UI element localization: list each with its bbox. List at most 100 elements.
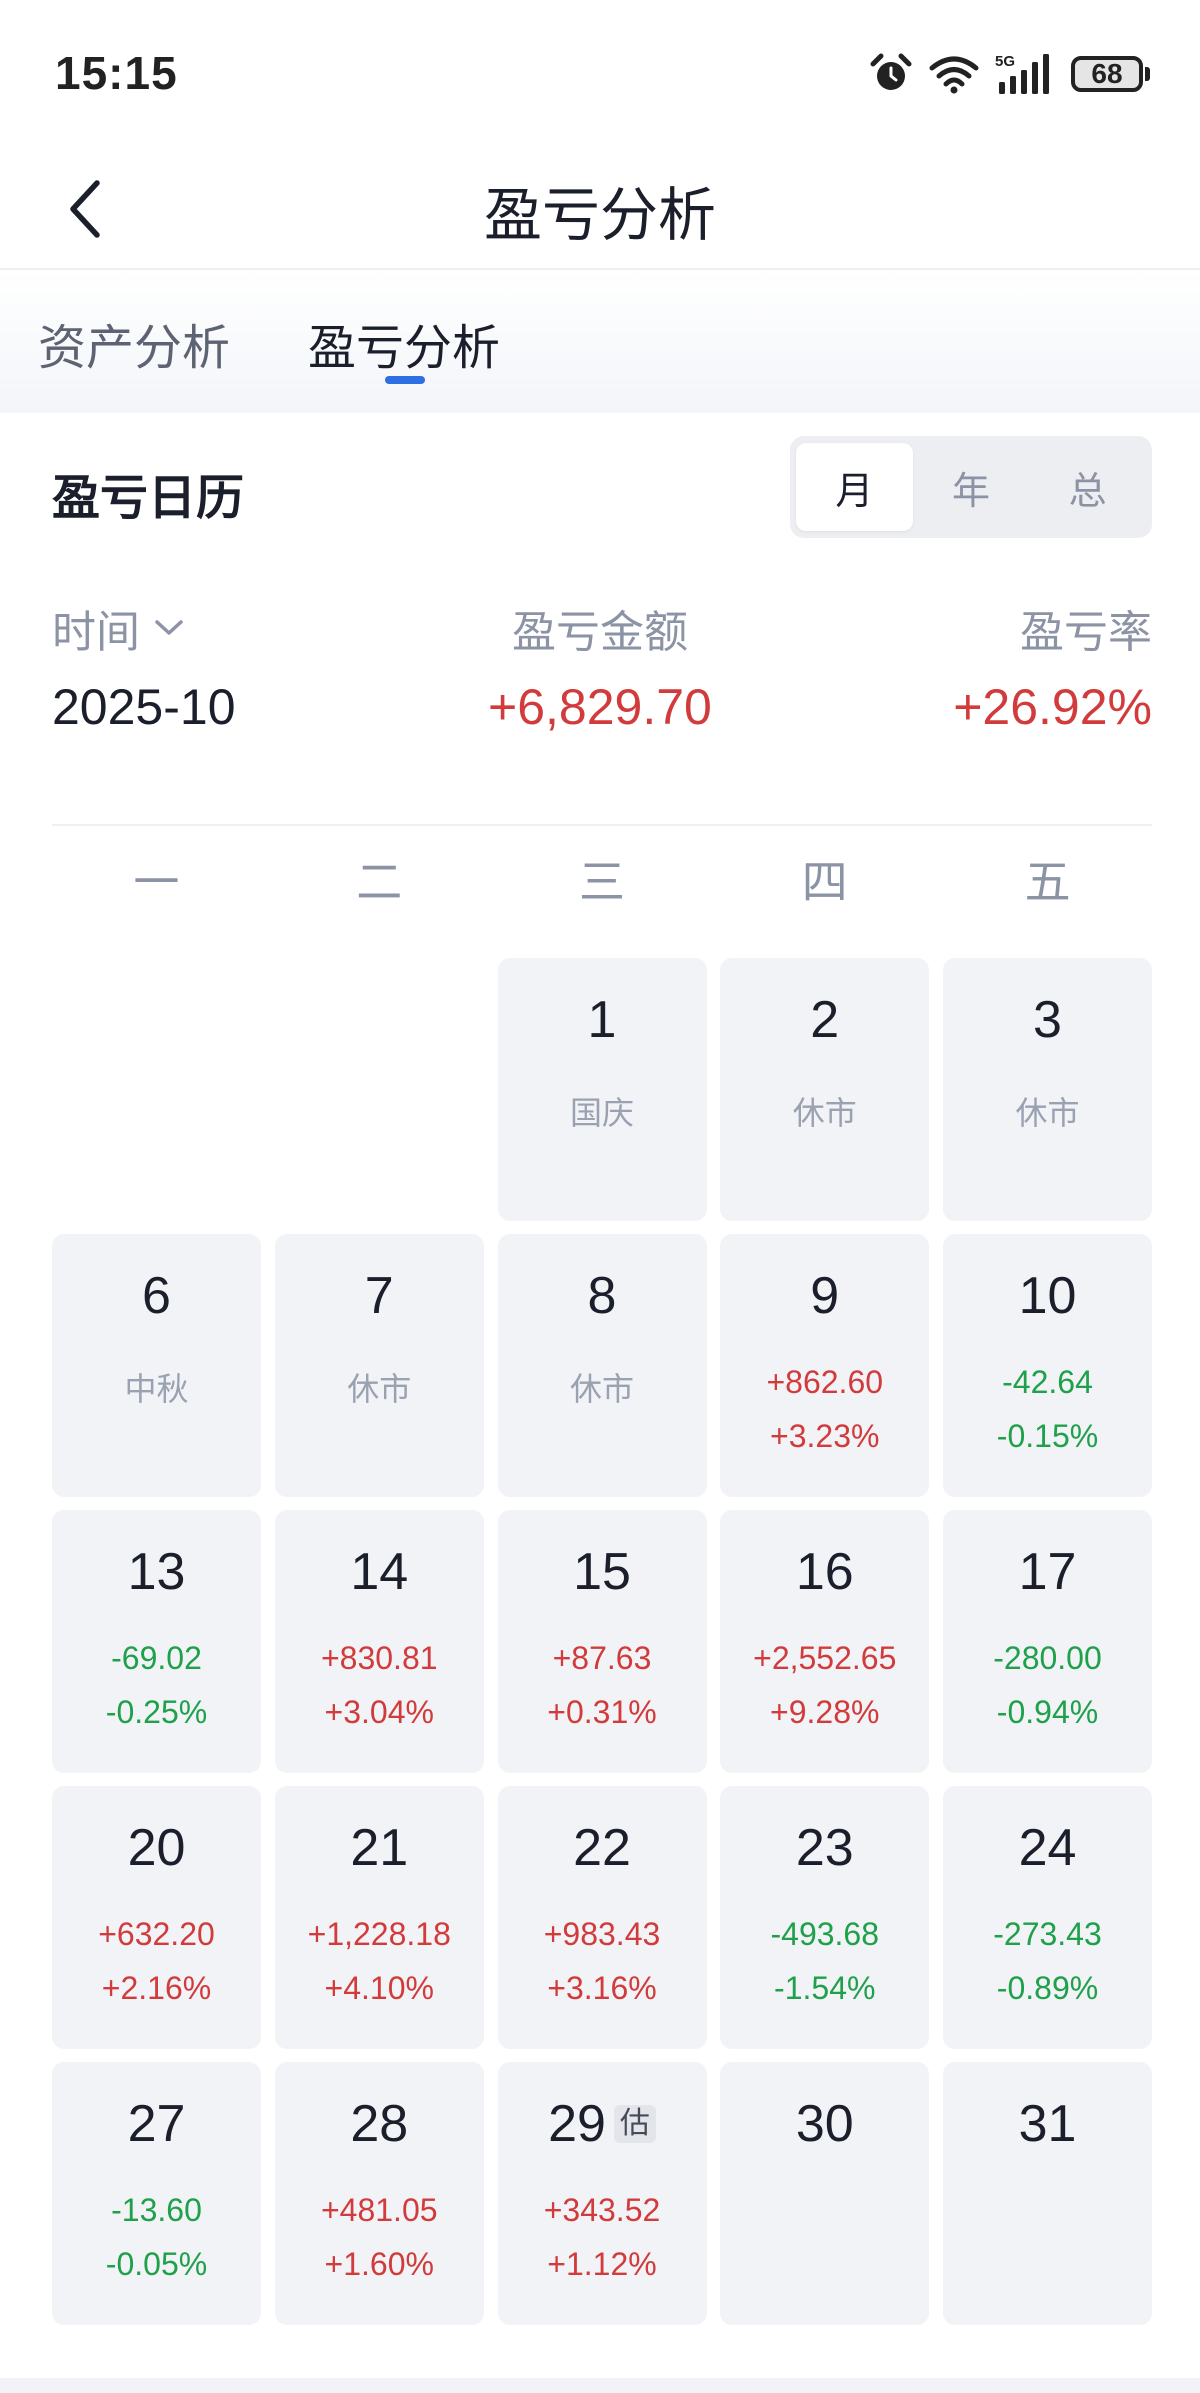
calendar-day-17[interactable]: 17 -280.00 -0.94% bbox=[943, 1510, 1152, 1773]
day-number: 2 bbox=[810, 991, 840, 1049]
calendar-day-1[interactable]: 1 国庆 bbox=[497, 958, 707, 1221]
day-amount: +481.05 bbox=[320, 2192, 438, 2228]
segment-year[interactable]: 年 bbox=[952, 470, 991, 513]
day-rate: -0.89% bbox=[996, 1970, 1099, 2006]
weekday-label: 一 bbox=[133, 856, 180, 908]
chevron-left-icon bbox=[70, 180, 100, 238]
tab-asset-analysis[interactable]: 资产分析 bbox=[38, 322, 231, 375]
day-amount: -493.68 bbox=[770, 1916, 880, 1952]
day-rate: -0.25% bbox=[105, 1694, 208, 1730]
day-rate: +0.31% bbox=[547, 1694, 657, 1730]
day-amount: +983.43 bbox=[543, 1916, 661, 1952]
time-selector[interactable]: 时间 bbox=[52, 596, 184, 660]
day-number: 29 bbox=[548, 2095, 606, 2153]
day-amount: -273.43 bbox=[993, 1916, 1102, 1952]
status-icons: 5G 68 bbox=[869, 52, 1150, 96]
day-number: 9 bbox=[810, 1267, 840, 1325]
divider bbox=[52, 824, 1152, 826]
segment-total[interactable]: 总 bbox=[1068, 470, 1107, 513]
tab-pnl-analysis[interactable]: 盈亏分析 bbox=[308, 322, 501, 375]
day-number: 1 bbox=[587, 991, 617, 1049]
calendar-day-24[interactable]: 24 -273.43 -0.89% bbox=[943, 1786, 1152, 2049]
calendar-day-13[interactable]: 13 -69.02 -0.25% bbox=[52, 1510, 261, 1773]
day-amount: +87.63 bbox=[552, 1640, 652, 1676]
calendar-day-30[interactable]: 30 bbox=[720, 2062, 930, 2325]
alarm-icon bbox=[870, 53, 912, 90]
back-button[interactable] bbox=[40, 164, 130, 254]
day-number: 27 bbox=[127, 2095, 186, 2153]
calendar-day-9[interactable]: 9 +862.60 +3.23% bbox=[720, 1234, 930, 1497]
day-number: 15 bbox=[573, 1543, 631, 1601]
day-number: 13 bbox=[127, 1543, 186, 1601]
day-number: 22 bbox=[573, 1819, 631, 1877]
calendar-day-15[interactable]: 15 +87.63 +0.31% bbox=[497, 1510, 707, 1773]
signal-5g-icon: 5G bbox=[995, 53, 1049, 94]
day-rate: -0.15% bbox=[996, 1418, 1099, 1454]
day-rate: +9.28% bbox=[770, 1694, 880, 1730]
bottom-section-edge bbox=[0, 2378, 1200, 2393]
calendar-day-10[interactable]: 10 -42.64 -0.15% bbox=[943, 1234, 1152, 1497]
calendar-day-16[interactable]: 16 +2,552.65 +9.28% bbox=[720, 1510, 930, 1773]
day-note: 中秋 bbox=[124, 1371, 189, 1407]
day-amount: +1,228.18 bbox=[307, 1916, 451, 1952]
day-number: 20 bbox=[127, 1819, 186, 1877]
calendar-day-31[interactable]: 31 bbox=[943, 2062, 1152, 2325]
day-note: 休市 bbox=[569, 1371, 634, 1407]
day-rate: +3.04% bbox=[324, 1694, 434, 1730]
day-number: 10 bbox=[1018, 1267, 1077, 1325]
calendar-title: 盈亏日历 bbox=[52, 472, 245, 525]
chevron-down-icon bbox=[155, 620, 183, 635]
day-number: 30 bbox=[795, 2095, 854, 2153]
period-value: 2025-10 bbox=[52, 679, 236, 735]
segment-month[interactable]: 月 bbox=[796, 443, 913, 531]
day-amount: +632.20 bbox=[98, 1916, 215, 1952]
day-rate: -0.05% bbox=[105, 2246, 208, 2282]
day-note: 国庆 bbox=[569, 1095, 634, 1131]
calendar-day-7[interactable]: 7 休市 bbox=[274, 1234, 484, 1497]
day-amount: -42.64 bbox=[1002, 1364, 1093, 1400]
total-rate: +26.92% bbox=[953, 679, 1152, 735]
nav-bar: 盈亏分析 bbox=[0, 150, 1200, 270]
calendar-empty-cell bbox=[52, 958, 261, 1221]
calendar-day-22[interactable]: 22 +983.43 +3.16% bbox=[497, 1786, 707, 2049]
calendar-day-21[interactable]: 21 +1,228.18 +4.10% bbox=[274, 1786, 484, 2049]
day-rate: +1.12% bbox=[547, 2246, 657, 2282]
day-number: 6 bbox=[142, 1267, 171, 1325]
day-rate: +3.23% bbox=[770, 1418, 880, 1454]
day-amount: -13.60 bbox=[111, 2192, 202, 2228]
calendar-day-3[interactable]: 3 休市 bbox=[943, 958, 1152, 1221]
tab-active-indicator bbox=[385, 376, 425, 384]
day-number: 24 bbox=[1018, 1819, 1077, 1877]
time-label: 时间 bbox=[52, 608, 140, 657]
day-number: 3 bbox=[1033, 991, 1062, 1049]
calendar-day-23[interactable]: 23 -493.68 -1.54% bbox=[720, 1786, 930, 2049]
day-rate: +4.10% bbox=[324, 1970, 434, 2006]
day-number: 17 bbox=[1018, 1543, 1077, 1601]
day-number: 7 bbox=[364, 1267, 394, 1325]
calendar-day-2[interactable]: 2 休市 bbox=[720, 958, 930, 1221]
page-title: 盈亏分析 bbox=[483, 183, 716, 248]
day-amount: -280.00 bbox=[993, 1640, 1102, 1676]
day-note: 休市 bbox=[1015, 1095, 1080, 1131]
rate-label: 盈亏率 bbox=[1020, 608, 1152, 657]
day-rate: -1.54% bbox=[774, 1970, 876, 2006]
day-rate: +3.16% bbox=[547, 1970, 657, 2006]
estimate-badge: 估 bbox=[613, 2105, 656, 2143]
period-segmented-control: 月 年 总 bbox=[790, 436, 1152, 538]
day-amount: +2,552.65 bbox=[753, 1640, 897, 1676]
calendar-day-8[interactable]: 8 休市 bbox=[497, 1234, 707, 1497]
day-number: 16 bbox=[795, 1543, 854, 1601]
calendar-grid: 1 国庆 2 休市 3 休市 6 中秋 7 休市 8 休市 9 +862.60 … bbox=[52, 958, 1152, 2325]
calendar-day-20[interactable]: 20 +632.20 +2.16% bbox=[52, 1786, 261, 2049]
calendar-day-27[interactable]: 27 -13.60 -0.05% bbox=[52, 2062, 261, 2325]
calendar-day-29[interactable]: 29 估 +343.52 +1.12% bbox=[497, 2062, 707, 2325]
calendar-day-28[interactable]: 28 +481.05 +1.60% bbox=[274, 2062, 484, 2325]
weekday-label: 五 bbox=[1024, 856, 1071, 908]
day-amount: +862.60 bbox=[766, 1364, 884, 1400]
day-amount: -69.02 bbox=[111, 1640, 202, 1676]
day-note: 休市 bbox=[792, 1095, 857, 1131]
calendar-day-14[interactable]: 14 +830.81 +3.04% bbox=[274, 1510, 484, 1773]
calendar-day-6[interactable]: 6 中秋 bbox=[52, 1234, 261, 1497]
day-number-wrapper: 29 估 bbox=[498, 2094, 707, 2154]
day-number: 8 bbox=[587, 1267, 617, 1325]
